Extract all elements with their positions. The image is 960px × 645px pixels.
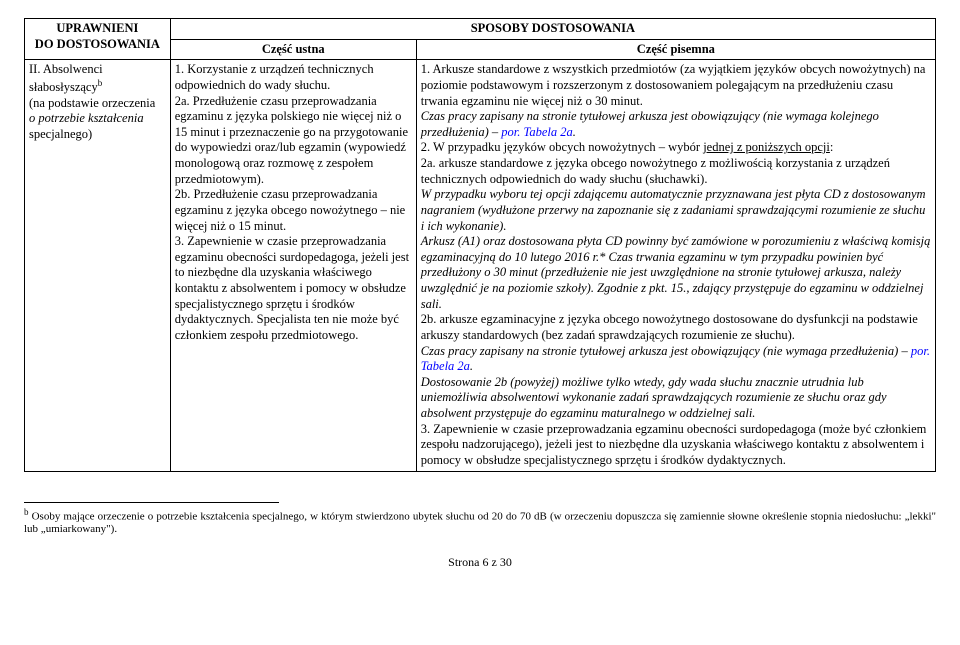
mid-p3: 2b. Przedłużenie czasu przeprowadzania e… [175,187,412,234]
header-ustna: Część ustna [170,39,416,60]
right-p1ital: Czas pracy zapisany na stronie tytułowej… [421,109,931,140]
accommodation-table: UPRAWNIENI DO DOSTOSOWANIA SPOSOBY DOSTO… [24,18,936,472]
mid-p4: 3. Zapewnienie w czasie przeprowadzania … [175,234,412,343]
cell-mid: 1. Korzystanie z urządzeń technicznych o… [170,60,416,471]
header-sposoby: SPOSOBY DOSTOSOWANIA [170,19,935,40]
hdr-uprawnieni-l1: UPRAWNIENI [56,21,138,35]
right-p3: 3. Zapewnienie w czasie przeprowadzania … [421,422,931,469]
right-p2b-ital2: Dostosowanie 2b (powyżej) możliwe tylko … [421,375,931,422]
mid-p1: 1. Korzystanie z urządzeń technicznych o… [175,62,412,93]
left-sup: b [98,78,103,88]
footnote-separator [24,502,279,503]
right-p2b: 2b. arkusze egzaminacyjne z języka obceg… [421,312,931,343]
cell-right: 1. Arkusze standardowe z wszystkich prze… [416,60,935,471]
right-p2a-ital: W przypadku wyboru tej opcji zdającemu a… [421,187,931,234]
footnote-text: Osoby mające orzeczenie o potrzebie kszt… [24,510,936,535]
left-l4: specjalnego) [29,127,166,143]
right-p2-under: jednej z poniższych opcji [703,140,830,154]
page-number: Strona 6 z 30 [24,555,936,570]
hdr-uprawnieni-l2: DO DOSTOSOWANIA [35,37,160,51]
header-pisemna: Część pisemna [416,39,935,60]
left-l1: II. Absolwenci słabosłyszący [29,62,103,94]
cell-left: II. Absolwenci słabosłyszącyb (na podsta… [25,60,171,471]
left-l2: (na podstawie orzeczenia [29,96,166,112]
right-p2: 2. W przypadku języków obcych nowożytnyc… [421,140,931,156]
right-p1: 1. Arkusze standardowe z wszystkich prze… [421,62,931,109]
left-l3: o potrzebie kształcenia [29,111,166,127]
right-p2b-ital: Czas pracy zapisany na stronie tytułowej… [421,344,931,375]
mid-p2: 2a. Przedłużenie czasu przeprowadzania e… [175,94,412,188]
right-p2a: 2a. arkusze standardowe z języka obcego … [421,156,931,187]
right-p2a-ital2: Arkusz (A1) oraz dostosowana płyta CD po… [421,234,931,312]
header-uprawnieni: UPRAWNIENI DO DOSTOSOWANIA [25,19,171,60]
footnote: b Osoby mające orzeczenie o potrzebie ks… [24,507,936,537]
right-p1blue: por. Tabela 2a [501,125,572,139]
